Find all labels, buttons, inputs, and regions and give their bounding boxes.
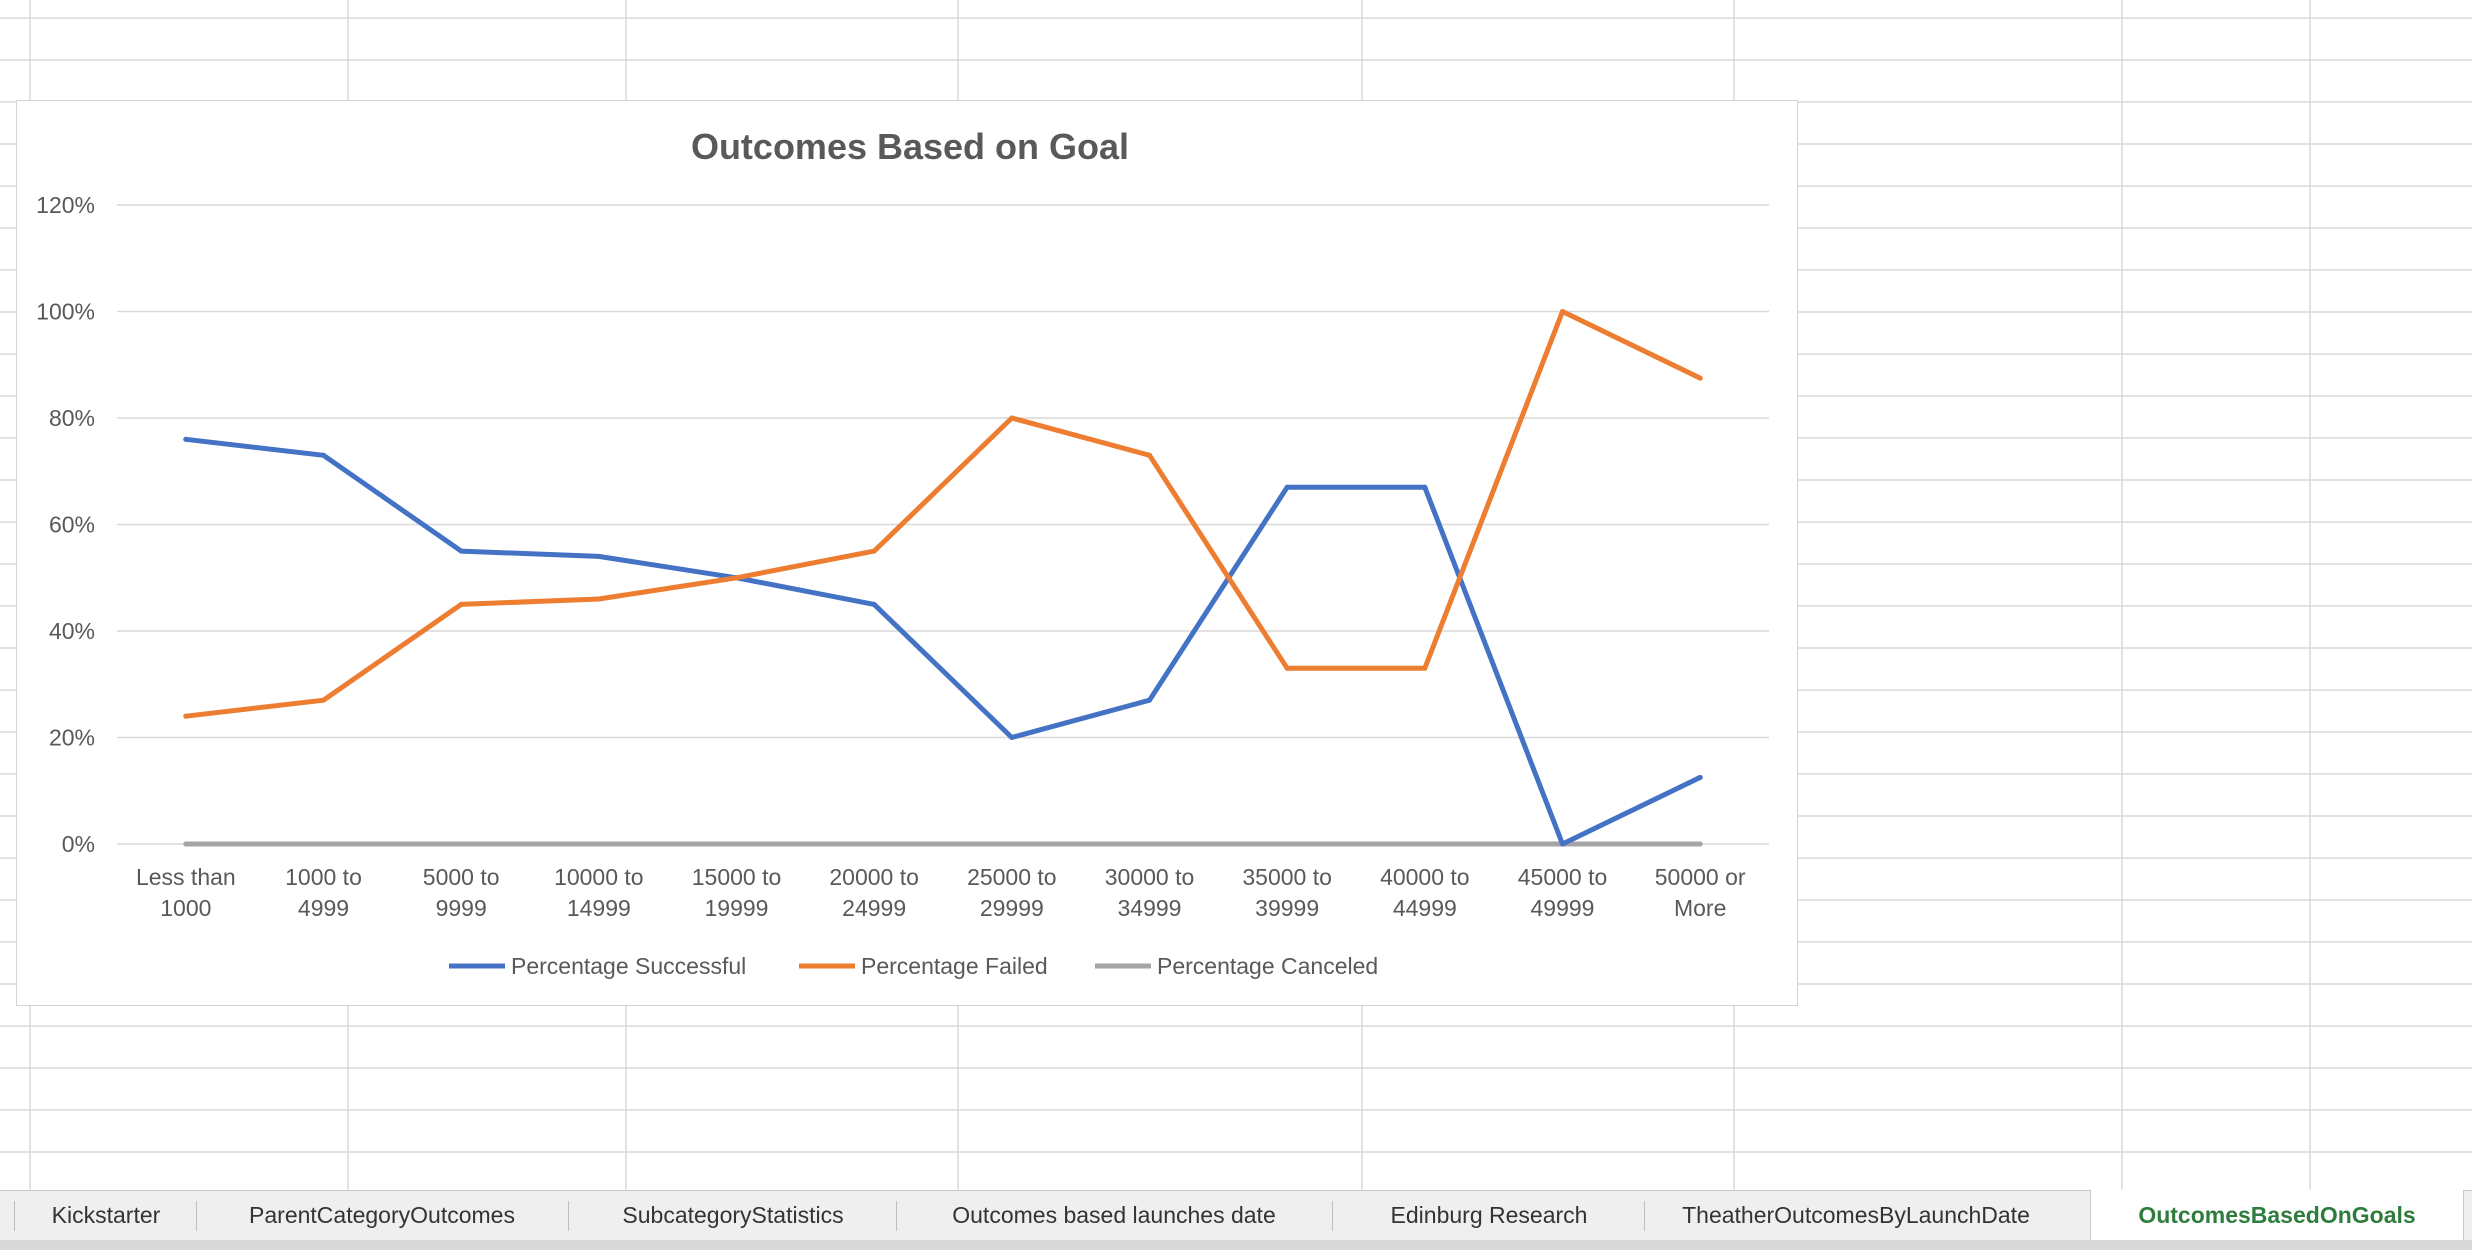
y-tick-label: 60%: [49, 512, 95, 538]
tab-separator: [896, 1201, 897, 1231]
legend-label: Percentage Failed: [861, 953, 1048, 979]
x-tick-label: 24999: [842, 895, 906, 921]
legend-label: Percentage Successful: [511, 953, 746, 979]
x-tick-label: 15000 to: [692, 864, 782, 890]
data-point[interactable]: [1147, 841, 1152, 847]
data-point[interactable]: [321, 697, 326, 703]
tab-separator: [1644, 1201, 1645, 1231]
data-point[interactable]: [183, 841, 189, 847]
data-point[interactable]: [871, 841, 877, 847]
x-tick-label: 14999: [567, 895, 631, 921]
data-point[interactable]: [1697, 375, 1703, 381]
x-tick-label: 4999: [298, 895, 349, 921]
x-tick-label: 9999: [436, 895, 487, 921]
sheet-tab-parentcategoryoutcomes[interactable]: ParentCategoryOutcomes: [249, 1202, 515, 1228]
data-point[interactable]: [1284, 665, 1290, 671]
sheet-tab-outcomes-based-launches-date[interactable]: Outcomes based launches date: [952, 1202, 1276, 1228]
x-tick-label: 49999: [1531, 895, 1595, 921]
x-tick-label: 34999: [1118, 895, 1182, 921]
data-point[interactable]: [596, 596, 602, 602]
x-tick-label: 1000 to: [285, 864, 362, 890]
line-chart[interactable]: Outcomes Based on Goal 0% 20% 40% 60% 80% 100%…: [17, 101, 1799, 1007]
data-point[interactable]: [1009, 841, 1015, 847]
data-point[interactable]: [1009, 735, 1015, 740]
data-point[interactable]: [1284, 484, 1290, 490]
x-tick-label: 25000 to: [967, 864, 1057, 890]
x-tick-label: 44999: [1393, 895, 1457, 921]
sheet-tab-subcategorystatistics[interactable]: SubcategoryStatistics: [622, 1202, 844, 1228]
x-tick-label: 20000 to: [829, 864, 919, 890]
data-point[interactable]: [1422, 665, 1428, 671]
data-point[interactable]: [1422, 484, 1428, 490]
sheet-tab-theatheroutcomesbylaunchdate[interactable]: TheatherOutcomesByLaunchDate: [1682, 1202, 2030, 1228]
chart-title: Outcomes Based on Goal: [691, 126, 1129, 167]
x-tick-label: 19999: [705, 895, 769, 921]
tab-separator: [14, 1201, 15, 1231]
data-point[interactable]: [1697, 774, 1703, 780]
y-tick-label: 120%: [36, 192, 95, 218]
tab-separator: [568, 1201, 569, 1231]
data-point[interactable]: [183, 436, 189, 442]
y-tick-label: 20%: [49, 725, 95, 751]
data-point[interactable]: [734, 575, 739, 581]
sheet-tab-edinburg-research[interactable]: Edinburg Research: [1390, 1202, 1588, 1228]
data-point[interactable]: [1147, 697, 1152, 703]
tab-separator: [1332, 1201, 1333, 1231]
data-point[interactable]: [183, 713, 189, 719]
data-point[interactable]: [871, 548, 877, 554]
data-point[interactable]: [596, 553, 602, 559]
y-tick-label: 40%: [49, 618, 95, 644]
x-tick-label: 35000 to: [1242, 864, 1332, 890]
data-point[interactable]: [1422, 841, 1428, 847]
legend-label: Percentage Canceled: [1157, 953, 1378, 979]
data-point[interactable]: [321, 452, 326, 458]
data-point[interactable]: [1284, 841, 1290, 847]
x-tick-label: 39999: [1255, 895, 1319, 921]
data-point[interactable]: [1560, 841, 1565, 847]
data-point[interactable]: [458, 841, 464, 847]
data-point[interactable]: [458, 548, 464, 554]
sheet-tab-outcomesbasedongoals[interactable]: OutcomesBasedOnGoals: [2090, 1190, 2464, 1243]
y-tick-label: 0%: [62, 831, 95, 857]
x-tick-label: 30000 to: [1105, 864, 1195, 890]
x-tick-label: 1000: [160, 895, 211, 921]
data-point[interactable]: [1560, 309, 1565, 314]
x-tick-label: 10000 to: [554, 864, 644, 890]
y-tick-label: 80%: [49, 405, 95, 431]
x-tick-label: 50000 or: [1655, 864, 1746, 890]
data-point[interactable]: [458, 601, 464, 607]
data-point[interactable]: [1147, 452, 1152, 458]
y-tick-label: 100%: [36, 299, 95, 325]
horizontal-scrollbar[interactable]: [0, 1240, 2472, 1250]
x-tick-label: More: [1674, 895, 1726, 921]
data-point[interactable]: [1009, 415, 1015, 421]
data-point[interactable]: [734, 841, 739, 847]
data-point[interactable]: [321, 841, 326, 847]
series-line-percentage-successful[interactable]: [183, 436, 1703, 847]
tab-separator: [196, 1201, 197, 1231]
data-point[interactable]: [596, 841, 602, 847]
series-line-percentage-failed[interactable]: [183, 309, 1703, 719]
chart-container[interactable]: Outcomes Based on Goal 0% 20% 40% 60% 80% 100%…: [16, 100, 1798, 1006]
x-tick-label: 40000 to: [1380, 864, 1470, 890]
x-tick-label: 29999: [980, 895, 1044, 921]
x-tick-label: 45000 to: [1518, 864, 1608, 890]
sheet-tab-kickstarter[interactable]: Kickstarter: [51, 1202, 161, 1228]
data-point[interactable]: [1697, 841, 1703, 847]
x-tick-label: 5000 to: [423, 864, 500, 890]
x-tick-label: Less than: [136, 864, 236, 890]
data-point[interactable]: [871, 601, 877, 607]
